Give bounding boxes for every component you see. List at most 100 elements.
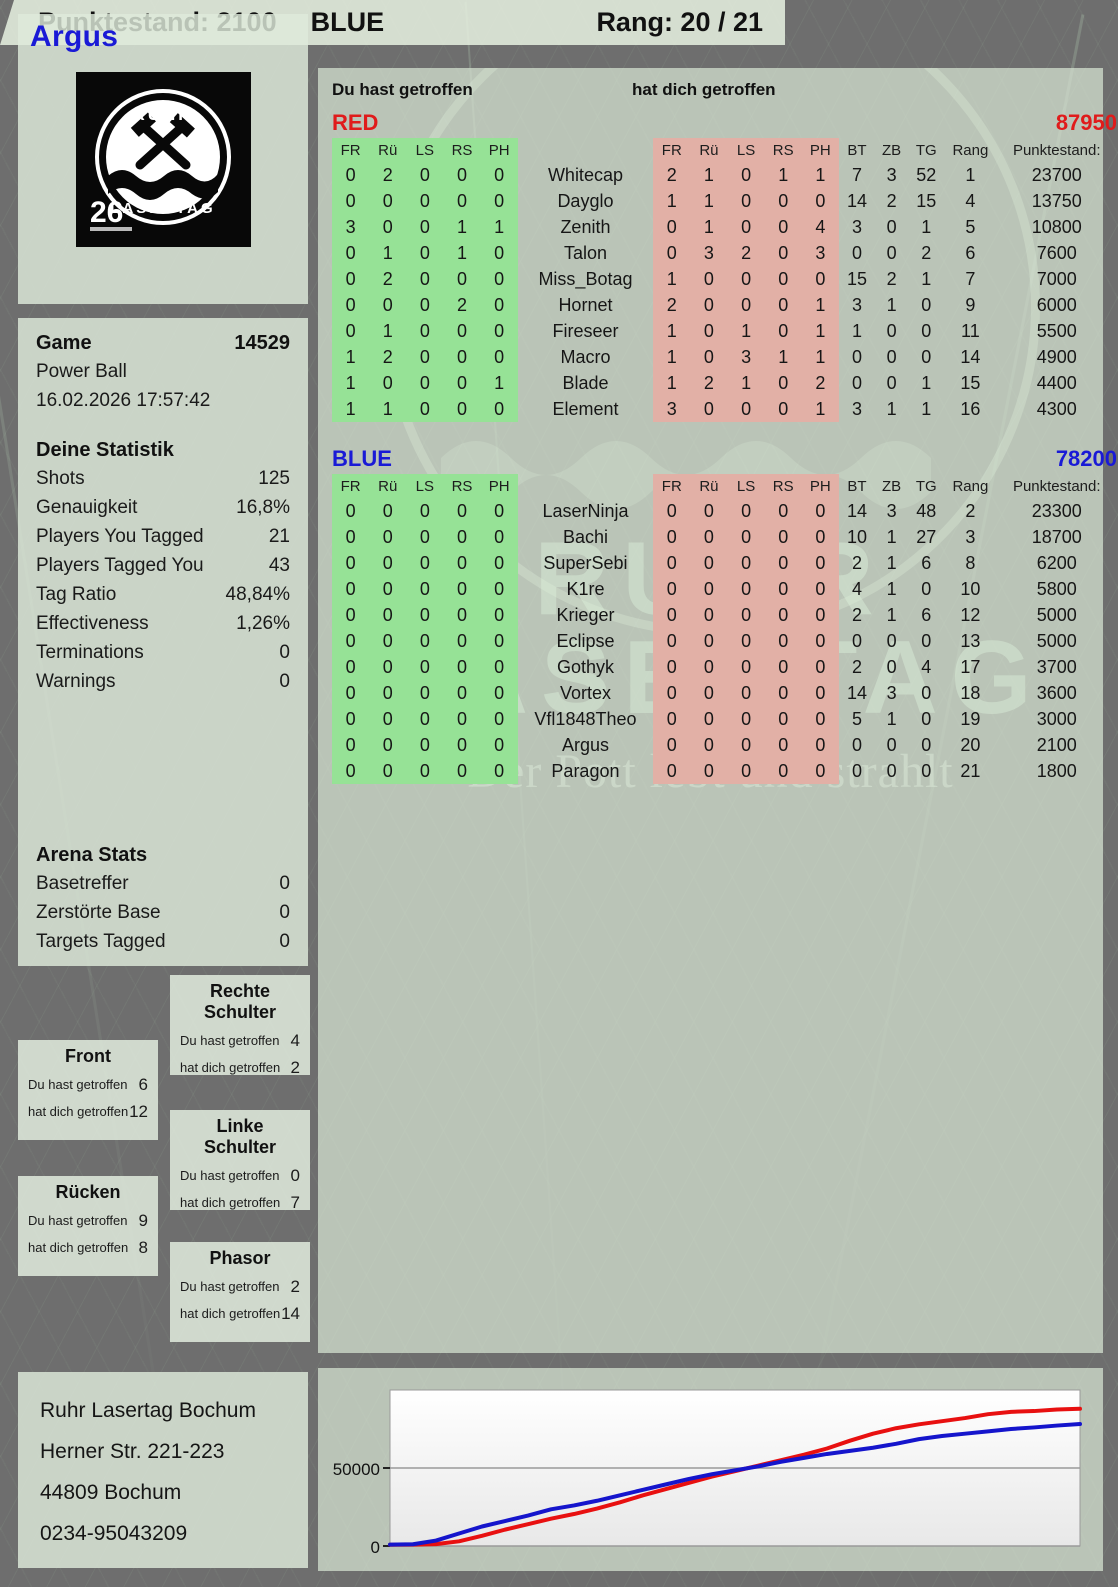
cell-got: 0 xyxy=(801,188,839,214)
th-got-fr: FR xyxy=(653,474,691,498)
table-header-row: FR Rü LS RS PH FR Rü LS RS PH BT ZB TG R… xyxy=(332,474,1117,498)
cell-tg: 1 xyxy=(921,216,932,237)
th-hit-ru: Rü xyxy=(369,474,407,498)
cell-hit: 0 xyxy=(443,576,481,602)
table-row[interactable]: 0 2 0 0 0 Whitecap 2 1 0 1 1 7 3 52 1 23700 xyxy=(332,162,1117,188)
cell-tg: 0 xyxy=(921,630,932,651)
cell-got: 0 xyxy=(801,680,839,706)
arena-label: Zerstörte Base xyxy=(36,902,161,923)
cell-rang: 11 xyxy=(961,320,980,341)
table-row[interactable]: 1 1 0 0 0 Element 3 0 0 0 1 3 1 1 16 4300 xyxy=(332,396,1117,422)
cell-tg: 0 xyxy=(921,760,932,781)
cell-got: 1 xyxy=(653,344,691,370)
cell-zb: 3 xyxy=(886,164,897,185)
chart-series-blue xyxy=(388,1422,1082,1547)
stat-label: Effectiveness xyxy=(36,613,149,634)
cell-got: 0 xyxy=(653,680,691,706)
table-row[interactable]: 0 1 0 1 0 Talon 0 3 2 0 3 0 0 2 6 7600 xyxy=(332,240,1117,266)
cell-got: 3 xyxy=(653,396,691,422)
cell-zb: 1 xyxy=(886,526,897,547)
cell-got: 0 xyxy=(764,680,802,706)
hitbox-title: Rechte Schulter xyxy=(203,981,277,1022)
hitbox-got-value: 14 xyxy=(281,1304,300,1323)
cell-points: 4400 xyxy=(1036,372,1077,393)
hitbox-got-row: hat dich getroffen 2 xyxy=(180,1054,300,1081)
hitbox-got-value: 7 xyxy=(290,1193,300,1212)
table-row[interactable]: 0 0 0 0 0 Vfl1848Theo 0 0 0 0 0 5 1 0 19 3000 xyxy=(332,706,1117,732)
table-row[interactable]: 0 0 0 0 0 LaserNinja 0 0 0 0 0 14 3 48 2 23300 xyxy=(332,498,1117,524)
stat-label: Players Tagged You xyxy=(36,555,204,576)
cell-hit: 0 xyxy=(443,680,481,706)
cell-got: 1 xyxy=(653,266,691,292)
cell-got: 0 xyxy=(801,706,839,732)
cell-got: 1 xyxy=(727,370,765,396)
cell-tg: 1 xyxy=(921,372,932,393)
cell-got: 0 xyxy=(653,524,691,550)
table-row[interactable]: 1 0 0 0 1 Blade 1 2 1 0 2 0 0 1 15 4400 xyxy=(332,370,1117,396)
cell-bt: 0 xyxy=(851,760,862,781)
table-row[interactable]: 0 0 0 2 0 Hornet 2 0 0 0 1 3 1 0 9 6000 xyxy=(332,292,1117,318)
cell-hit: 0 xyxy=(406,628,444,654)
table-row[interactable]: 3 0 0 1 1 Zenith 0 1 0 0 4 3 0 1 5 10800 xyxy=(332,214,1117,240)
table-row[interactable]: 0 0 0 0 0 Paragon 0 0 0 0 0 0 0 0 21 1800 xyxy=(332,758,1117,784)
cell-hit: 0 xyxy=(443,758,481,784)
table-row[interactable]: 0 0 0 0 0 K1re 0 0 0 0 0 4 1 0 10 5800 xyxy=(332,576,1117,602)
cell-bt: 4 xyxy=(851,578,862,599)
cell-got: 2 xyxy=(653,292,691,318)
cell-hit: 1 xyxy=(480,214,518,240)
stat-row: Players You Tagged 21 xyxy=(36,522,290,551)
table-row[interactable]: 0 0 0 0 0 Argus 0 0 0 0 0 0 0 0 20 2100 xyxy=(332,732,1117,758)
hitbox-got-row: hat dich getroffen 12 xyxy=(28,1098,148,1125)
cell-hit: 1 xyxy=(443,214,481,240)
table-row[interactable]: 0 0 0 0 0 Gothyk 0 0 0 0 0 2 0 4 17 3700 xyxy=(332,654,1117,680)
game-section-title: Game 14529 xyxy=(36,332,290,355)
cell-points: 4300 xyxy=(1036,398,1077,419)
hitbox-title: Rücken xyxy=(55,1182,121,1202)
cell-hit: 0 xyxy=(443,396,481,422)
hitbox-title: Front xyxy=(65,1046,111,1066)
cell-hit: 2 xyxy=(369,266,407,292)
table-row[interactable]: 0 0 0 0 0 Vortex 0 0 0 0 0 14 3 0 18 3600 xyxy=(332,680,1117,706)
team-name: BLUE xyxy=(332,446,392,471)
stat-value: 0 xyxy=(279,671,290,692)
cell-zb: 2 xyxy=(886,190,897,211)
cell-hit: 0 xyxy=(332,266,370,292)
cell-hit: 0 xyxy=(443,524,481,550)
cell-hit: 0 xyxy=(406,162,444,188)
stat-row: Tag Ratio 48,84% xyxy=(36,580,290,609)
stat-label: Tag Ratio xyxy=(36,584,117,605)
cell-tg: 1 xyxy=(921,398,932,419)
cell-got: 0 xyxy=(653,214,691,240)
cell-tg: 6 xyxy=(921,604,932,625)
cell-hit: 0 xyxy=(406,498,444,524)
table-row[interactable]: 0 1 0 0 0 Fireseer 1 0 1 0 1 1 0 0 11 5500 xyxy=(332,318,1117,344)
table-row[interactable]: 0 0 0 0 0 Eclipse 0 0 0 0 0 0 0 0 13 5000 xyxy=(332,628,1117,654)
cell-hit: 0 xyxy=(480,396,518,422)
hitbox-hit-row: Du hast getroffen 2 xyxy=(180,1273,300,1300)
table-row[interactable]: 0 0 0 0 0 Krieger 0 0 0 0 0 2 1 6 12 5000 xyxy=(332,602,1117,628)
table-row[interactable]: 0 0 0 0 0 SuperSebi 0 0 0 0 0 2 1 6 8 6200 xyxy=(332,550,1117,576)
table-row[interactable]: 0 0 0 0 0 Bachi 0 0 0 0 0 10 1 27 3 18700 xyxy=(332,524,1117,550)
table-row[interactable]: 0 2 0 0 0 Miss_Botag 1 0 0 0 0 15 2 1 7 7000 xyxy=(332,266,1117,292)
cell-player-name: Blade xyxy=(562,372,609,393)
th-bt: BT xyxy=(847,477,867,495)
cell-got: 0 xyxy=(690,732,728,758)
table-row[interactable]: 1 2 0 0 0 Macro 1 0 3 1 1 0 0 0 14 4900 xyxy=(332,344,1117,370)
cell-got: 0 xyxy=(690,344,728,370)
cell-got: 0 xyxy=(727,576,765,602)
cell-hit: 0 xyxy=(443,344,481,370)
cell-got: 1 xyxy=(801,318,839,344)
cell-points: 13750 xyxy=(1031,190,1082,211)
cell-hit: 0 xyxy=(406,396,444,422)
svg-text:LASERTAG: LASERTAG xyxy=(110,200,215,217)
cell-got: 0 xyxy=(764,188,802,214)
hitbox-got-label: hat dich getroffen xyxy=(180,1306,281,1321)
cell-zb: 0 xyxy=(886,242,897,263)
cell-hit: 0 xyxy=(480,576,518,602)
cell-hit: 0 xyxy=(406,706,444,732)
cell-hit: 1 xyxy=(443,240,481,266)
table-row[interactable]: 0 0 0 0 0 Dayglo 1 1 0 0 0 14 2 15 4 13750 xyxy=(332,188,1117,214)
club-logo: RUHR LASERTAG 26 xyxy=(76,72,251,247)
cell-hit: 0 xyxy=(369,524,407,550)
cell-got: 0 xyxy=(727,214,765,240)
